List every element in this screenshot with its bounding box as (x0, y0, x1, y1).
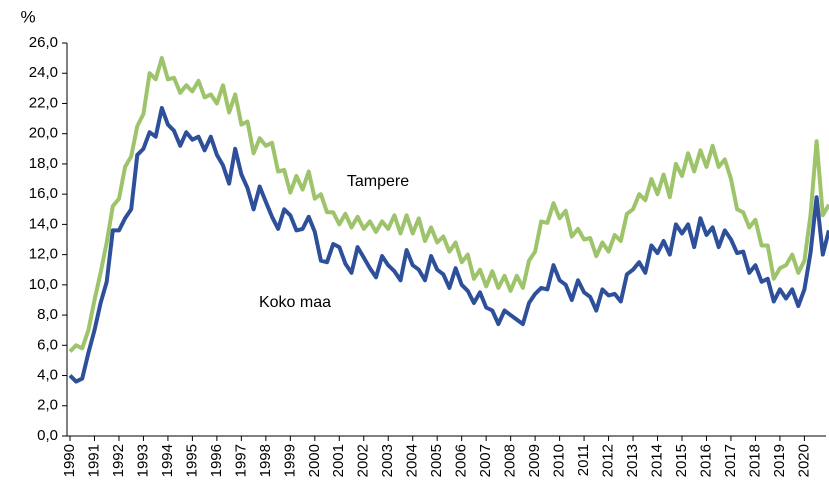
x-tick-label: 2008 (502, 444, 519, 477)
x-tick-label: 1997 (232, 444, 249, 477)
x-tick-label: 1992 (110, 444, 127, 477)
y-tick-label: 8,0 (37, 306, 58, 323)
y-tick-label: 6,0 (37, 336, 58, 353)
x-tick-label: 2015 (673, 444, 690, 477)
y-tick-label: 10,0 (29, 276, 58, 293)
x-tick-label: 2000 (306, 444, 323, 477)
x-tick-label: 1999 (281, 444, 298, 477)
line-series (68, 56, 829, 353)
x-tick-label: 2003 (379, 444, 396, 477)
x-tick-label: 1996 (208, 444, 225, 477)
x-tick-label: 2007 (477, 444, 494, 477)
x-tick-label: 2001 (330, 444, 347, 477)
x-tick-label: 2005 (428, 444, 445, 477)
x-tick-label: 2011 (575, 444, 592, 476)
x-tick-label: 2009 (526, 444, 543, 477)
y-tick-label: 2,0 (37, 397, 58, 414)
y-tick-label: 0,0 (37, 427, 58, 444)
series-label: Koko maa (259, 294, 331, 311)
y-tick-label: 22,0 (29, 94, 58, 111)
x-tick-label: 1993 (134, 444, 151, 477)
x-tick-label: 1994 (159, 444, 176, 477)
x-tick-label: 2004 (404, 444, 421, 477)
line-series (68, 106, 829, 384)
x-tick-label: 1991 (85, 444, 102, 477)
y-tick-label: 4,0 (37, 367, 58, 384)
x-tick-label: 2020 (795, 444, 812, 477)
series-label: Tampere (347, 173, 409, 190)
x-tick-label: 2019 (771, 444, 788, 477)
x-tick-label: 2013 (624, 444, 641, 477)
y-tick-label: 20,0 (29, 125, 58, 142)
x-tick-label: 1990 (61, 444, 78, 477)
y-tick-label: 16,0 (29, 185, 58, 202)
y-tick-label: 24,0 (29, 64, 58, 81)
y-tick-label: 26,0 (29, 34, 58, 51)
x-tick-label: 2012 (600, 444, 617, 477)
x-tick-label: 2006 (453, 444, 470, 477)
y-tick-label: 14,0 (29, 215, 58, 232)
x-tick-label: 2018 (746, 444, 763, 477)
x-tick-label: 2017 (722, 444, 739, 477)
x-tick-label: 2010 (551, 444, 568, 477)
x-tick-label: 1995 (183, 444, 200, 477)
x-tick-label: 2002 (355, 444, 372, 477)
y-axis-label: % (20, 7, 35, 26)
y-tick-label: 18,0 (29, 155, 58, 172)
x-tick-label: 2016 (697, 444, 714, 477)
y-tick-label: 12,0 (29, 246, 58, 263)
x-tick-label: 1998 (257, 444, 274, 477)
x-tick-label: 2014 (648, 444, 665, 477)
